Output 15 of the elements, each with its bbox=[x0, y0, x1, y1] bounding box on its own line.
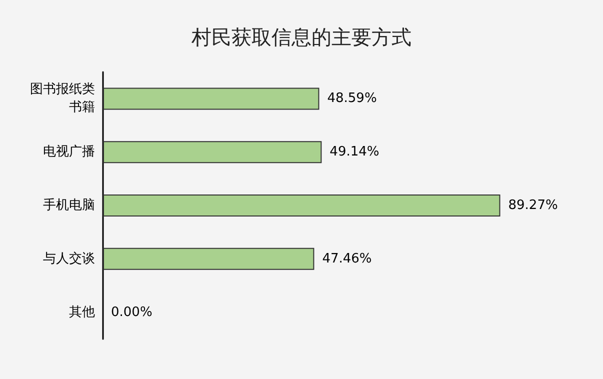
data-label: 47.46% bbox=[322, 251, 372, 266]
bar bbox=[103, 141, 322, 164]
data-label: 0.00% bbox=[111, 304, 152, 320]
bar bbox=[103, 248, 314, 270]
data-label: 48.59% bbox=[327, 91, 377, 106]
bar bbox=[103, 88, 320, 110]
data-label: 89.27% bbox=[508, 198, 558, 213]
y-tick-label: 图书报纸类书籍 bbox=[30, 82, 95, 116]
y-tick-label: 与人交谈 bbox=[43, 250, 95, 266]
chart-title: 村民获取信息的主要方式 bbox=[190, 25, 412, 49]
y-tick-label: 其他 bbox=[69, 304, 95, 320]
y-tick-label: 手机电脑 bbox=[43, 198, 95, 213]
y-tick-label: 电视广播 bbox=[43, 144, 95, 160]
data-label: 49.14% bbox=[330, 144, 380, 160]
bar bbox=[103, 194, 500, 216]
